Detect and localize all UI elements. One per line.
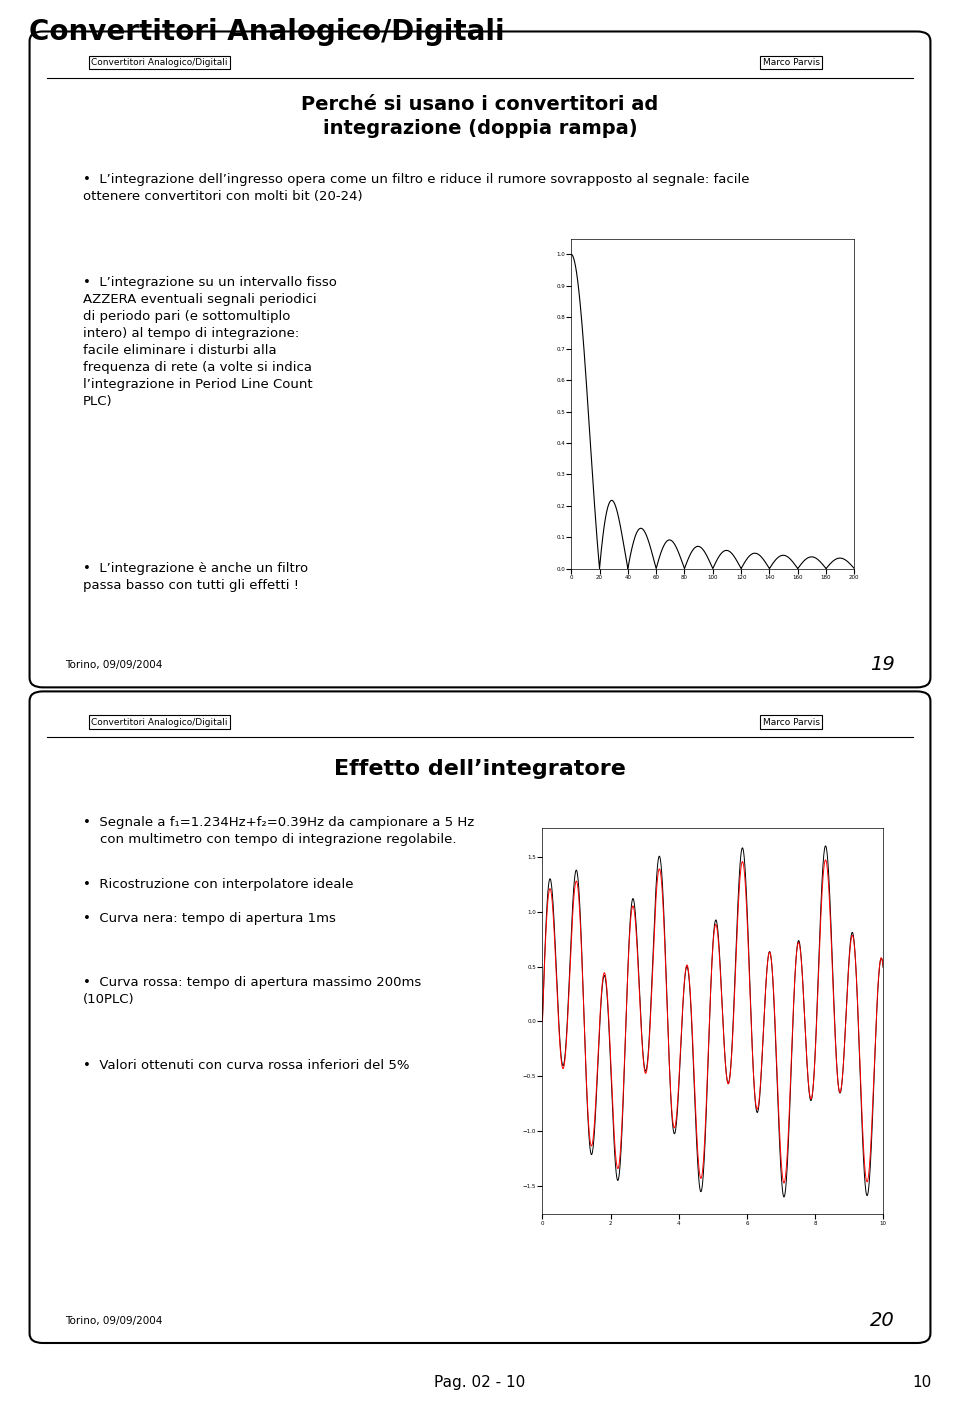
Text: Convertitori Analogico/Digitali: Convertitori Analogico/Digitali: [91, 58, 228, 67]
Text: Pag. 02 - 10: Pag. 02 - 10: [434, 1375, 526, 1390]
Text: Convertitori Analogico/Digitali: Convertitori Analogico/Digitali: [91, 717, 228, 726]
Text: 20: 20: [871, 1311, 895, 1330]
Text: •  Curva rossa: tempo di apertura massimo 200ms
(10PLC): • Curva rossa: tempo di apertura massimo…: [83, 976, 420, 1005]
FancyBboxPatch shape: [30, 691, 930, 1344]
FancyBboxPatch shape: [30, 31, 930, 688]
Text: Perché si usano i convertitori ad
integrazione (doppia rampa): Perché si usano i convertitori ad integr…: [301, 95, 659, 138]
Text: •  L’integrazione è anche un filtro
passa basso con tutti gli effetti !: • L’integrazione è anche un filtro passa…: [83, 562, 308, 592]
Text: •  L’integrazione su un intervallo fisso
AZZERA eventuali segnali periodici
di p: • L’integrazione su un intervallo fisso …: [83, 275, 336, 407]
Text: 10: 10: [912, 1375, 931, 1390]
Text: •  Segnale a f₁=1.234Hz+f₂=0.39Hz da campionare a 5 Hz
    con multimetro con te: • Segnale a f₁=1.234Hz+f₂=0.39Hz da camp…: [83, 816, 474, 847]
Text: Marco Parvis: Marco Parvis: [762, 58, 820, 67]
Text: 19: 19: [871, 656, 895, 674]
Text: •  Valori ottenuti con curva rossa inferiori del 5%: • Valori ottenuti con curva rossa inferi…: [83, 1059, 409, 1071]
Text: Torino, 09/09/2004: Torino, 09/09/2004: [65, 1316, 162, 1325]
Text: Effetto dell’integratore: Effetto dell’integratore: [334, 760, 626, 779]
Text: •  Curva nera: tempo di apertura 1ms: • Curva nera: tempo di apertura 1ms: [83, 911, 335, 925]
Text: •  Ricostruzione con interpolatore ideale: • Ricostruzione con interpolatore ideale: [83, 878, 353, 892]
Text: Marco Parvis: Marco Parvis: [762, 717, 820, 726]
Text: Torino, 09/09/2004: Torino, 09/09/2004: [65, 660, 162, 670]
Text: •  L’integrazione dell’ingresso opera come un filtro e riduce il rumore sovrappo: • L’integrazione dell’ingresso opera com…: [83, 173, 749, 204]
Text: Convertitori Analogico/Digitali: Convertitori Analogico/Digitali: [29, 18, 504, 46]
